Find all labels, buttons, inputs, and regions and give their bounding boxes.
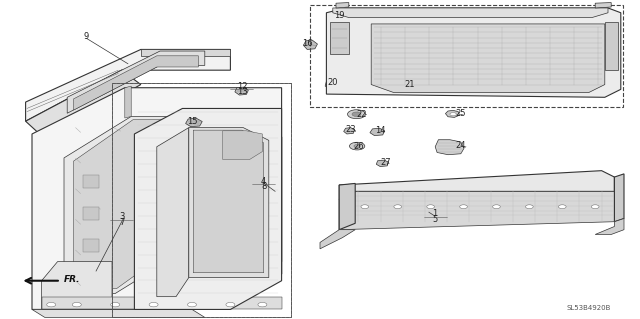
Polygon shape <box>64 116 182 293</box>
Polygon shape <box>595 3 611 8</box>
Polygon shape <box>370 128 385 136</box>
Text: 22: 22 <box>356 110 367 119</box>
Text: 12: 12 <box>237 82 247 91</box>
Polygon shape <box>83 239 99 252</box>
Polygon shape <box>595 219 624 234</box>
Circle shape <box>427 205 435 209</box>
Bar <box>310 5 623 107</box>
Polygon shape <box>235 87 248 95</box>
Text: 9: 9 <box>84 32 89 41</box>
Polygon shape <box>26 70 141 139</box>
Polygon shape <box>74 56 198 110</box>
Text: 24: 24 <box>456 141 466 150</box>
Polygon shape <box>614 174 624 222</box>
Polygon shape <box>32 88 282 309</box>
Polygon shape <box>186 118 202 127</box>
Polygon shape <box>605 22 618 70</box>
Polygon shape <box>330 22 349 54</box>
Polygon shape <box>435 140 464 155</box>
Polygon shape <box>325 80 336 89</box>
Circle shape <box>493 205 500 209</box>
Polygon shape <box>320 230 355 249</box>
Polygon shape <box>141 49 230 56</box>
Polygon shape <box>125 86 131 118</box>
Polygon shape <box>376 160 388 167</box>
Polygon shape <box>32 309 205 317</box>
Polygon shape <box>67 51 205 113</box>
Circle shape <box>47 302 56 307</box>
Polygon shape <box>371 24 605 93</box>
Polygon shape <box>83 207 99 220</box>
Polygon shape <box>189 128 269 278</box>
Polygon shape <box>336 20 351 37</box>
Polygon shape <box>274 137 282 274</box>
Polygon shape <box>339 183 355 230</box>
Circle shape <box>525 205 533 209</box>
Polygon shape <box>134 108 282 309</box>
Circle shape <box>354 145 360 148</box>
Polygon shape <box>42 297 282 309</box>
Text: 26: 26 <box>353 142 364 151</box>
Polygon shape <box>178 116 189 255</box>
Text: 8: 8 <box>261 182 266 191</box>
Polygon shape <box>336 3 349 8</box>
Polygon shape <box>445 110 460 117</box>
Text: 1: 1 <box>433 209 438 218</box>
Text: 23: 23 <box>346 125 356 134</box>
Polygon shape <box>157 128 189 297</box>
Circle shape <box>559 205 566 209</box>
Polygon shape <box>333 8 608 18</box>
Polygon shape <box>339 191 614 230</box>
Circle shape <box>72 302 81 307</box>
Text: 5: 5 <box>433 215 438 224</box>
Circle shape <box>348 110 365 119</box>
Text: 13: 13 <box>237 87 247 96</box>
Polygon shape <box>83 175 99 188</box>
Polygon shape <box>403 80 421 91</box>
Circle shape <box>352 112 361 116</box>
Text: 14: 14 <box>376 126 386 135</box>
Text: SL53B4920B: SL53B4920B <box>566 305 611 311</box>
Text: 3: 3 <box>119 212 124 221</box>
Circle shape <box>226 302 235 307</box>
Bar <box>112 83 291 317</box>
Polygon shape <box>339 171 614 199</box>
Circle shape <box>394 205 401 209</box>
Polygon shape <box>344 128 355 134</box>
Text: 15: 15 <box>187 117 197 126</box>
Circle shape <box>258 302 267 307</box>
Circle shape <box>111 302 120 307</box>
Text: 16: 16 <box>302 39 312 48</box>
Circle shape <box>361 205 369 209</box>
Circle shape <box>450 113 456 116</box>
Polygon shape <box>303 40 317 49</box>
Text: 20: 20 <box>328 78 338 87</box>
Polygon shape <box>42 262 112 309</box>
Polygon shape <box>26 49 230 121</box>
Polygon shape <box>193 130 264 273</box>
Circle shape <box>349 142 365 150</box>
Text: FR.: FR. <box>64 275 81 284</box>
Polygon shape <box>339 191 355 230</box>
Circle shape <box>188 302 196 307</box>
Polygon shape <box>223 131 262 160</box>
Text: 7: 7 <box>119 218 124 227</box>
Text: 27: 27 <box>380 158 390 167</box>
Text: 25: 25 <box>456 109 466 118</box>
Polygon shape <box>182 116 282 274</box>
Polygon shape <box>326 8 621 97</box>
Text: 19: 19 <box>334 11 344 20</box>
Polygon shape <box>191 120 273 266</box>
Circle shape <box>149 302 158 307</box>
Polygon shape <box>74 120 174 289</box>
Text: 21: 21 <box>404 80 415 89</box>
Circle shape <box>591 205 599 209</box>
Text: 4: 4 <box>261 177 266 186</box>
Circle shape <box>460 205 467 209</box>
